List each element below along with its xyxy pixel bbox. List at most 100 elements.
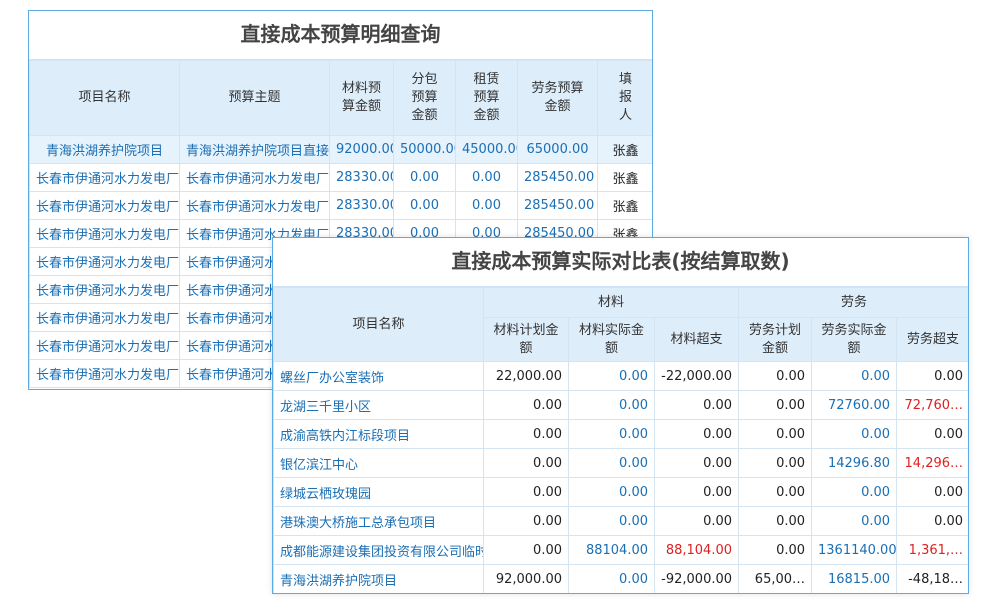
table-row[interactable]: 长春市伊通河水力发电厂 长春市伊通河水力发电厂 28330.00 0.00 0.00 28… [29,191,652,220]
table-cell: 银亿滨江中心 [273,448,484,478]
table-cell: 张鑫 [597,191,652,220]
table-cell: 1361140.00 [811,535,898,565]
table-cell: 长春市伊通河水力发电厂 [29,303,180,332]
column-header: 预算主题 [179,60,330,136]
column-header: 劳务实际金额 [811,317,898,362]
table-cell: 0.00 [896,506,968,536]
table-row[interactable]: 螺丝厂办公室装饰 22,000.00 0.00 -22,000.00 0.00 0.00 0… [273,361,968,391]
table-row[interactable]: 龙湖三千里小区 0.00 0.00 0.00 0.00 72760.00 72,760… [273,390,968,420]
budget-compare-table: 项目名称 材料 劳务 材料计划金额 材料实际金额 材料超支 劳务计划金额 劳务实际金额 劳务超支… [273,287,968,593]
table-cell: 0.00 [738,361,813,391]
budget-compare-panel: 直接成本预算实际对比表(按结算取数) 项目名称 材料 劳务 材料计划金额 材料实际金额材… [272,237,969,594]
table-cell: 50000.00 [393,135,456,164]
table-cell: 0.00 [738,477,813,507]
table-cell: 0.00 [896,477,968,507]
table-cell: 0.00 [653,419,740,449]
table-cell: 92,000.00 [483,564,569,593]
table-cell: 22,000.00 [483,361,569,391]
table-cell: 72760.00 [811,390,898,420]
table-cell: 0.00 [738,419,813,449]
table-cell: 0.00 [483,448,569,478]
group-header: 材料 [482,287,740,318]
table-cell: 0.00 [811,361,898,391]
table-row[interactable]: 青海洪湖养护院项目青海洪湖养护院项目直接92000.0050000.004500… [29,135,652,164]
table-cell: 65,00… [738,564,813,593]
table-cell: -22,000.00 [653,361,740,391]
table-cell: 长春市伊通河水力发电厂 [29,247,180,276]
table-cell: 长春市伊通河水力发电厂 [179,163,330,192]
table-cell: 青海洪湖养护院项目 [273,564,484,593]
table-cell: 16815.00 [811,564,898,593]
table-cell: 0.00 [738,535,813,565]
table-cell: 285450.00 [517,191,598,220]
table-cell: 长春市伊通河水力发电厂 [29,275,180,304]
table-cell: 成渝高铁内江标段项目 [273,419,484,449]
table-cell: 0.00 [393,191,456,220]
table-cell: 长春市伊通河水力发电厂 [29,191,180,220]
table-cell: 长春市伊通河水力发电厂 [29,331,180,360]
table-row[interactable]: 长春市伊通河水力发电厂 长春市伊通河水 [29,331,653,360]
table-cell: 绿城云栖玫瑰园 [273,477,484,507]
column-header: 劳务超支 [896,317,968,362]
table-cell: 0.00 [653,448,740,478]
column-header: 材料实际金额 [568,317,655,362]
table-cell: 0.00 [483,506,569,536]
group-header: 劳务 [738,287,968,318]
column-header: 项目名称 [273,287,484,362]
table-cell: 龙湖三千里小区 [273,390,484,420]
table-cell: -92,000.00 [653,564,740,593]
table-cell: 65000.00 [517,135,598,164]
table-cell: 0.00 [568,477,655,507]
table-cell: 72,760… [896,390,968,420]
table-cell: -48,18… [896,564,968,593]
table-cell: 0.00 [568,448,655,478]
table-cell: 14,296… [896,448,968,478]
table-cell: 0.00 [738,448,813,478]
table-row[interactable]: 长春市伊通河水力发电厂 长春市伊通河水力发电厂 28330.00 0.00 0.00 28… [29,163,652,192]
table-cell: 0.00 [568,506,655,536]
table-row[interactable]: 银亿滨江中心 0.00 0.00 0.00 0.00 14296.80 14,296… [273,448,968,478]
table-cell: 长春市伊通河水力发电厂 [179,191,330,220]
table-cell: 青海洪湖养护院项目直接 [179,135,330,164]
table-row[interactable]: 港珠澳大桥施工总承包项目 0.00 0.00 0.00 0.00 0.00 0.00 [273,506,968,536]
table-cell: 0.00 [455,191,518,220]
table-cell: 0.00 [568,419,655,449]
table-cell: 28330.00 [329,191,394,220]
table-row[interactable]: 成渝高铁内江标段项目 0.00 0.00 0.00 0.00 0.00 0.00 [273,419,968,449]
table-cell: 0.00 [811,506,898,536]
table-cell: 92000.00 [329,135,394,164]
table-cell: 28330.00 [329,163,394,192]
table-cell: 0.00 [483,477,569,507]
column-header: 劳务预算金额 [517,60,598,136]
table-cell: 0.00 [811,419,898,449]
table-cell: 0.00 [738,506,813,536]
table-cell: 0.00 [653,477,740,507]
column-header: 材料超支 [653,317,740,362]
table-cell: 88104.00 [568,535,655,565]
table-cell: 0.00 [896,361,968,391]
column-header: 填报人 [597,60,652,136]
table-cell: 0.00 [896,419,968,449]
table-cell: 张鑫 [597,163,652,192]
table-cell: 张鑫 [597,135,652,164]
table-row[interactable]: 绿城云栖玫瑰园 0.00 0.00 0.00 0.00 0.00 0.00 [273,477,968,507]
table-cell: 0.00 [483,535,569,565]
column-header: 材料预算金额 [329,60,394,136]
table-cell: 港珠澳大桥施工总承包项目 [273,506,484,536]
column-header: 劳务计划金额 [738,317,813,362]
header-row: 项目名称 预算主题 材料预算金额 分包预算金额 租赁预算金额 劳务预算金额 填报人 [29,60,652,136]
group-header-row: 项目名称 材料 劳务 [273,287,968,362]
table-cell: 0.00 [738,390,813,420]
column-header: 项目名称 [29,60,180,136]
panel-title: 直接成本预算实际对比表(按结算取数) [273,238,968,287]
table-cell: 285450.00 [517,163,598,192]
table-cell: 0.00 [568,361,655,391]
table-row[interactable]: 成都能源建设集团投资有限公司临时 0.00 88104.00 88,104.00 0.0… [273,535,968,565]
table-cell: 青海洪湖养护院项目 [29,135,180,164]
table-cell: 长春市伊通河水力发电厂 [29,219,180,248]
table-cell: 0.00 [393,163,456,192]
table-row[interactable]: 青海洪湖养护院项目 92,000.00 0.00 -92,000.00 65,00… 16… [273,564,968,593]
table-cell: 45000.00 [455,135,518,164]
table-cell: 0.00 [568,564,655,593]
